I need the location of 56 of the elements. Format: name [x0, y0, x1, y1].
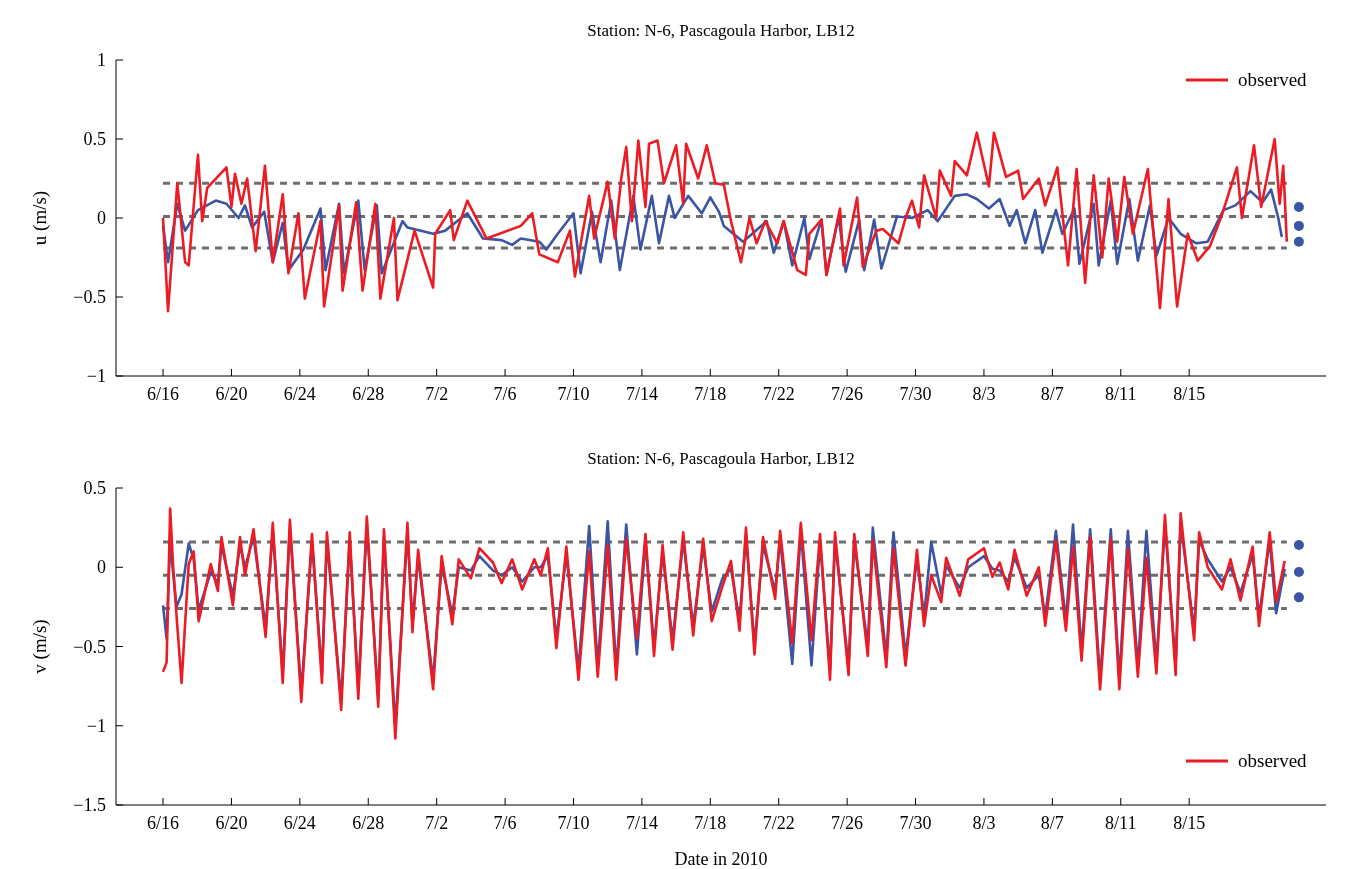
y-tick-label: −1 [86, 366, 106, 386]
x-tick-label: 7/14 [625, 813, 658, 833]
x-tick-label: 6/16 [147, 813, 180, 833]
x-tick-label: 7/10 [557, 384, 590, 404]
point [1293, 201, 1304, 212]
x-tick-label: 7/22 [762, 813, 795, 833]
x-tick-label: 7/18 [694, 384, 727, 404]
x-axis-title: Date in 2010 [674, 849, 768, 869]
point [1293, 567, 1304, 578]
x-tick-label: 7/26 [831, 813, 864, 833]
x-tick-label: 6/24 [283, 384, 316, 404]
y-tick-label: 0 [97, 208, 106, 228]
point [1293, 592, 1304, 603]
y-tick-label: 0.5 [83, 478, 106, 498]
x-tick-label: 8/7 [1040, 384, 1064, 404]
x-tick-label: 8/7 [1040, 813, 1064, 833]
x-tick-label: 8/11 [1105, 813, 1137, 833]
legend-label: observed [1238, 69, 1308, 90]
x-tick-label: 7/18 [694, 813, 727, 833]
x-tick-label: 6/20 [215, 384, 248, 404]
line-series [161, 131, 1289, 313]
y-tick-label: −1 [86, 715, 106, 736]
point [1293, 540, 1304, 551]
legend-label: observed [1238, 750, 1308, 771]
x-tick-label: 7/14 [625, 384, 658, 404]
y-tick-label: −1.5 [73, 795, 106, 815]
x-tick-label: 6/16 [147, 384, 180, 404]
y-tick-label: 1 [97, 50, 106, 70]
x-tick-label: 6/28 [352, 813, 385, 833]
point [1293, 236, 1304, 247]
x-tick-label: 7/10 [557, 813, 590, 833]
y-tick-label: −0.5 [73, 287, 106, 307]
x-tick-label: 8/15 [1173, 384, 1206, 404]
x-tick-label: 7/30 [899, 384, 932, 404]
y-tick-label: 0 [97, 557, 106, 578]
x-tick-label: 6/28 [352, 384, 385, 404]
y-axis-title: u (m/s) [29, 190, 51, 246]
x-tick-label: 7/6 [493, 813, 517, 833]
y-tick-label: 0.5 [83, 129, 106, 149]
y-axis-title: v (m/s) [29, 619, 51, 674]
x-tick-label: 7/2 [425, 384, 449, 404]
chart-title: Station: N-6, Pascagoula Harbor, LB12 [587, 449, 855, 468]
x-tick-label: 8/3 [972, 813, 996, 833]
y-tick-label: −0.5 [73, 636, 106, 657]
x-tick-label: 7/2 [425, 813, 449, 833]
x-tick-label: 8/11 [1105, 384, 1137, 404]
x-tick-label: 7/6 [493, 384, 517, 404]
x-tick-label: 6/20 [215, 813, 248, 833]
x-tick-label: 8/3 [972, 384, 996, 404]
x-tick-label: 7/22 [762, 384, 795, 404]
chart-title: Station: N-6, Pascagoula Harbor, LB12 [587, 21, 855, 40]
x-tick-label: 7/30 [899, 813, 932, 833]
x-tick-label: 7/26 [831, 384, 864, 404]
point [1293, 220, 1304, 231]
x-tick-label: 8/15 [1173, 813, 1206, 833]
x-tick-label: 6/24 [283, 813, 316, 833]
